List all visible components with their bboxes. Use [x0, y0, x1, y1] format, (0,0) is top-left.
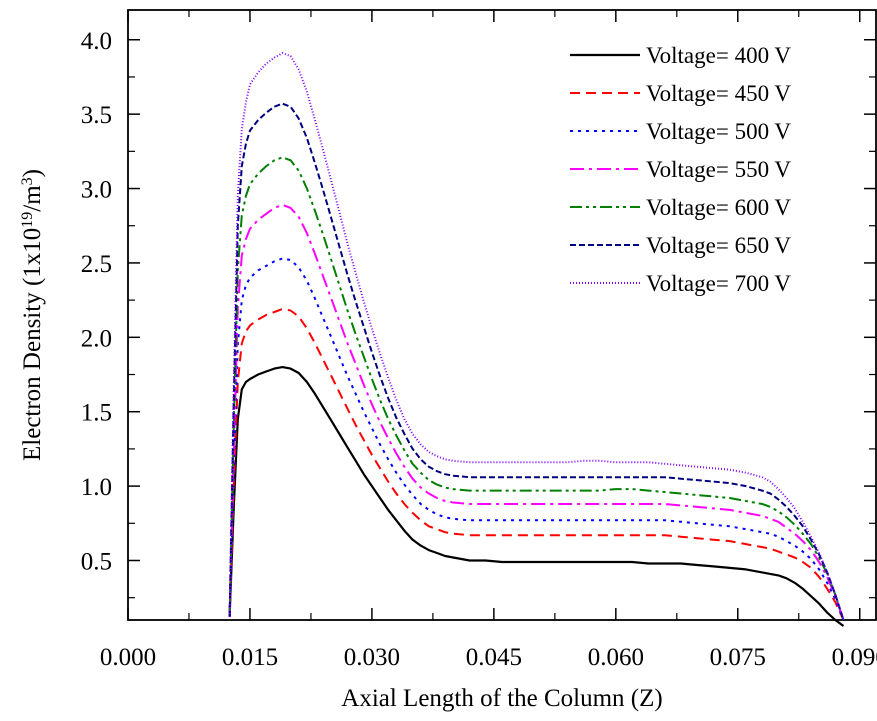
series-line-5 — [228, 156, 845, 621]
y-tick-labels: 0.5 1.0 1.5 2.0 2.5 3.0 3.5 4.0 — [81, 28, 112, 576]
x-tick-label: 0.090 — [832, 644, 877, 671]
y-axis-title: Electron Density (1x1019/m3) — [19, 169, 47, 461]
x-axis-title: Axial Length of the Column (Z) — [341, 685, 662, 712]
x-tick-label: 0.015 — [222, 644, 278, 671]
legend-label-6: Voltage= 650 V — [646, 233, 791, 258]
y-tick-label: 3.5 — [81, 102, 112, 129]
x-tick-label: 0.000 — [100, 644, 156, 671]
series-line-2 — [228, 308, 845, 621]
legend-label-5: Voltage= 600 V — [646, 195, 791, 220]
series-line-7 — [228, 52, 845, 621]
y-tick-label: 0.5 — [81, 548, 112, 575]
plot-frame — [127, 9, 877, 621]
legend-label-1: Voltage= 400 V — [646, 43, 791, 68]
series-line-1 — [228, 366, 845, 627]
legend-label-3: Voltage= 500 V — [646, 119, 791, 144]
x-tick-label: 0.045 — [466, 644, 522, 671]
series-lines — [228, 52, 845, 627]
legend: Voltage= 400 V Voltage= 450 V Voltage= 500… — [570, 43, 791, 296]
y-tick-label: 4.0 — [81, 28, 112, 55]
legend-label-7: Voltage= 700 V — [646, 271, 791, 296]
series-line-6 — [228, 102, 845, 621]
legend-label-4: Voltage= 550 V — [646, 157, 791, 182]
y-tick-label: 2.5 — [81, 251, 112, 278]
x-tick-label: 0.075 — [710, 644, 766, 671]
series-line-3 — [228, 257, 845, 621]
y-tick-label: 2.0 — [81, 325, 112, 352]
x-tick-labels: 0.000 0.015 0.030 0.045 0.060 0.075 0.090 — [100, 644, 877, 671]
legend-label-2: Voltage= 450 V — [646, 81, 791, 106]
axis-ticks — [127, 10, 876, 620]
y-tick-label: 1.0 — [81, 474, 112, 501]
y-tick-label: 1.5 — [81, 400, 112, 427]
x-tick-label: 0.060 — [588, 644, 644, 671]
x-tick-label: 0.030 — [344, 644, 400, 671]
series-line-4 — [228, 203, 845, 621]
y-tick-label: 3.0 — [81, 177, 112, 204]
